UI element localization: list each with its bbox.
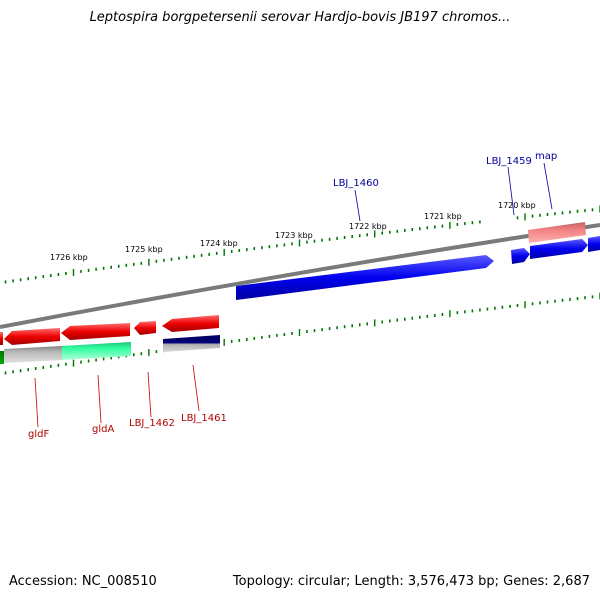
feature-gldf-gray bbox=[4, 346, 62, 363]
leader-gldf bbox=[34, 377, 39, 428]
map-title: Leptospira borgpetersenii serovar Hardjo… bbox=[89, 10, 511, 25]
gene-gldf[interactable] bbox=[4, 328, 60, 345]
leader-lbj-1459 bbox=[507, 166, 515, 216]
leader-lbj-1461 bbox=[192, 364, 200, 412]
label-lbj-1460[interactable]: LBJ_1460 bbox=[333, 178, 379, 189]
genome-backbone bbox=[0, 223, 600, 329]
feature-track bbox=[0, 335, 220, 364]
leader-map bbox=[543, 162, 553, 210]
gene-lbj-1461[interactable] bbox=[162, 315, 219, 332]
scale-label-1720: 1720 kbp bbox=[498, 201, 536, 210]
label-map[interactable]: map bbox=[535, 151, 557, 162]
feature-map-shadow bbox=[528, 222, 586, 243]
label-gldf[interactable]: gldF bbox=[28, 429, 49, 440]
gene-map[interactable] bbox=[530, 239, 588, 259]
scale-label-1726: 1726 kbp bbox=[50, 253, 88, 262]
feature-lbj-1461-dark bbox=[163, 335, 220, 352]
scale-label-1721: 1721 kbp bbox=[424, 212, 462, 221]
outer-scale-ticks bbox=[4, 205, 600, 284]
gene-lbj-1460[interactable] bbox=[236, 255, 494, 300]
genome-summary-text: Topology: circular; Length: 3,576,473 bp… bbox=[232, 574, 590, 589]
reverse-genes bbox=[0, 315, 219, 345]
leader-glda bbox=[97, 374, 102, 424]
label-lbj-1461[interactable]: LBJ_1461 bbox=[181, 413, 227, 424]
gene-lbj-1462[interactable] bbox=[134, 321, 156, 335]
leader-lbj-1460 bbox=[354, 189, 361, 222]
scale-label-1724: 1724 kbp bbox=[200, 239, 238, 248]
scale-label-1723: 1723 kbp bbox=[275, 231, 313, 240]
leader-lbj-1462 bbox=[147, 371, 152, 418]
gene-labels: LBJ_1460 LBJ_1459 map gldF gldA LBJ_1462… bbox=[28, 151, 557, 440]
feature-glda-green bbox=[62, 342, 131, 360]
forward-genes bbox=[236, 222, 600, 300]
scale-label-1725: 1725 kbp bbox=[125, 245, 163, 254]
label-glda[interactable]: gldA bbox=[92, 424, 114, 435]
gene-right-edge[interactable] bbox=[588, 236, 600, 252]
gene-lbj-1459[interactable] bbox=[511, 248, 530, 264]
accession-text: Accession: NC_008510 bbox=[9, 574, 157, 589]
label-lbj-1462[interactable]: LBJ_1462 bbox=[129, 418, 175, 429]
label-leaders bbox=[34, 162, 553, 428]
gene-left-edge[interactable] bbox=[0, 332, 3, 345]
gene-glda[interactable] bbox=[61, 323, 130, 340]
scale-label-1722: 1722 kbp bbox=[349, 222, 387, 231]
label-lbj-1459[interactable]: LBJ_1459 bbox=[486, 156, 532, 167]
scale-labels: 1726 kbp 1725 kbp 1724 kbp 1723 kbp 1722… bbox=[50, 201, 536, 262]
feature-left-green bbox=[0, 351, 4, 364]
